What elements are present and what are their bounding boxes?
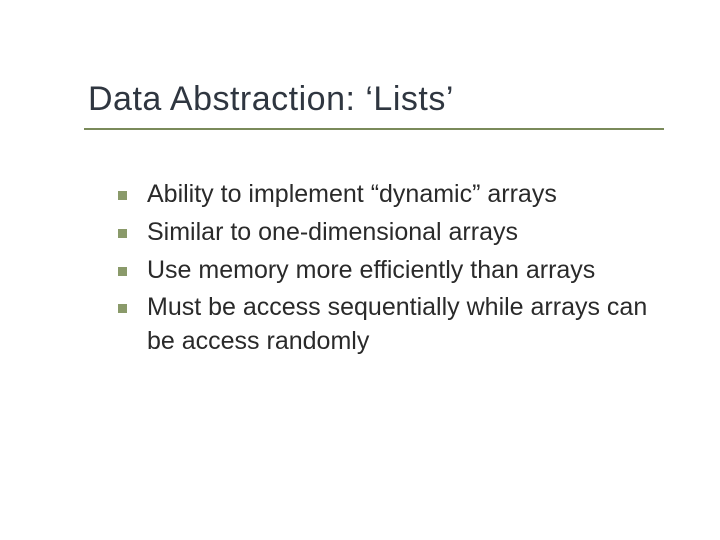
list-item: Similar to one-dimensional arrays	[118, 216, 660, 250]
list-item: Ability to implement “dynamic” arrays	[118, 178, 660, 212]
list-item: Must be access sequentially while arrays…	[118, 291, 660, 359]
title-wrap: Data Abstraction: ‘Lists’	[88, 80, 680, 119]
bullet-text: Use memory more efficiently than arrays	[147, 254, 595, 288]
bullet-text: Similar to one-dimensional arrays	[147, 216, 518, 250]
square-bullet-icon	[118, 267, 127, 276]
slide-title: Data Abstraction: ‘Lists’	[88, 80, 454, 118]
bullet-text: Must be access sequentially while arrays…	[147, 291, 660, 359]
title-underline	[84, 128, 664, 130]
square-bullet-icon	[118, 304, 127, 313]
bullet-text: Ability to implement “dynamic” arrays	[147, 178, 557, 212]
square-bullet-icon	[118, 191, 127, 200]
bullet-list: Ability to implement “dynamic” arrays Si…	[118, 178, 660, 363]
square-bullet-icon	[118, 229, 127, 238]
list-item: Use memory more efficiently than arrays	[118, 254, 660, 288]
slide: Data Abstraction: ‘Lists’ Ability to imp…	[0, 0, 720, 540]
